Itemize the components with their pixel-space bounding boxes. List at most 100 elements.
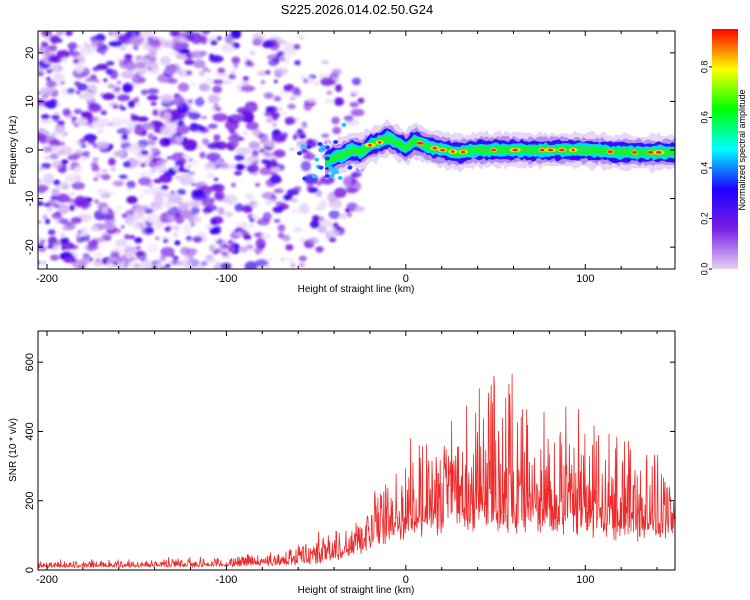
spectrogram-blob: [210, 184, 225, 192]
spectrogram-blob: [119, 106, 127, 111]
spectrogram-blob: [92, 118, 98, 122]
spectrogram-blob: [162, 127, 171, 135]
spectrogram-blob: [38, 167, 44, 171]
snr-y-tick-label: 200: [24, 492, 36, 510]
ridge-peak: [607, 150, 614, 154]
spectrogram-blob: [248, 141, 261, 150]
snr-x-tick-label: -200: [36, 574, 58, 586]
spectrogram-blob: [185, 199, 192, 204]
spectrogram-blob: [317, 219, 332, 228]
spectrogram-blob: [42, 214, 48, 220]
colorbar-ticks: 0.0 0.2 0.4 0.6 0.8: [699, 61, 712, 275]
spectrogram-blob: [135, 251, 145, 257]
spectrogram-blob: [213, 134, 221, 141]
snr-x-label: Height of straight line (km): [298, 585, 415, 596]
spectrogram-blob: [265, 200, 271, 206]
spectrogram-blob: [328, 210, 341, 220]
spectrogram-blob: [185, 70, 193, 76]
spectrogram-blob: [38, 132, 47, 142]
snr-frame: [37, 330, 676, 571]
spectrogram-blob: [199, 151, 206, 159]
spectrogram-blob: [126, 218, 140, 228]
spectrogram-blob: [188, 99, 193, 103]
spectrogram-blob: [332, 126, 342, 135]
spectrogram-blob: [271, 158, 278, 163]
spectrogram-blob: [335, 227, 341, 231]
spectrogram-blob: [223, 194, 238, 206]
spectrogram-blob: [134, 206, 146, 212]
spectrogram-blob: [301, 121, 308, 129]
spectrogram-blob: [307, 237, 319, 244]
spectrogram-blob: [188, 111, 201, 120]
spectrogram-blob: [44, 100, 58, 109]
spectrogram-blob: [176, 124, 190, 135]
spectrogram-blob: [121, 213, 128, 219]
spectrogram-blob: [298, 36, 305, 40]
spectrogram-blob: [76, 83, 88, 92]
spectrogram-blob: [162, 238, 168, 244]
transition-speckle: [331, 170, 337, 175]
spectrogram-blob: [130, 115, 140, 122]
spectrogram-blob: [315, 189, 323, 198]
spectrogram-blob: [194, 97, 205, 107]
colorbar-tick-label: 0.6: [699, 111, 709, 124]
spectrogram-blob: [326, 90, 333, 95]
spectrogram-blob: [112, 260, 119, 266]
spectrogram-blob: [306, 183, 314, 191]
spectrogram-blob: [212, 79, 224, 85]
spectrogram-blob: [201, 31, 211, 35]
spectrogram-blob: [177, 188, 186, 196]
spectrogram-blob: [173, 95, 185, 107]
spectrogram-blob: [324, 99, 335, 104]
spectrogram-blob: [219, 246, 225, 252]
spectrogram-blob: [66, 165, 72, 170]
spectrogram-ridge: [296, 118, 675, 181]
spectrogram-x-tick-label: 0: [403, 273, 409, 285]
spectrogram-blob: [42, 173, 54, 185]
spectrogram-blob: [135, 160, 143, 166]
spectrogram-blob: [135, 123, 142, 131]
spectrogram-blob: [130, 113, 135, 117]
spectrogram-blob: [89, 257, 94, 262]
spectrogram-blob: [60, 141, 66, 146]
spectrogram-blob: [184, 253, 195, 258]
spectrogram-blob: [93, 259, 103, 267]
spectrogram-blob: [242, 79, 249, 87]
spectrogram-blob: [231, 182, 236, 188]
spectrogram-blob: [215, 107, 222, 111]
spectrogram-blob: [269, 199, 277, 203]
spectrogram-blob: [122, 82, 134, 92]
spectrogram-blob: [113, 180, 124, 187]
spectrogram-blob: [179, 42, 190, 49]
spectrogram-blob: [81, 91, 95, 101]
spectrogram-blob: [93, 250, 103, 260]
spectrogram-blob: [130, 33, 136, 37]
spectrogram-blob: [213, 238, 219, 242]
ridge-band: [325, 133, 675, 166]
spectrogram-blob: [343, 115, 354, 122]
spectrogram-blob: [282, 194, 293, 201]
spectrogram-blob: [168, 51, 177, 56]
spectrogram-blob: [172, 232, 179, 238]
spectrogram-blob: [203, 161, 216, 171]
spectrogram-blob: [96, 258, 100, 262]
colorbar-label: Normalized spectral amplitude: [737, 89, 747, 210]
spectrogram-blob: [108, 40, 123, 47]
spectrogram-blob: [293, 44, 301, 50]
spectrogram-y-tick-label: 0: [24, 147, 36, 153]
spectrogram-blob: [59, 146, 73, 156]
spectrogram-blob: [201, 115, 208, 120]
spectrogram-blob: [282, 234, 291, 242]
spectrogram-blob: [273, 188, 284, 194]
spectrogram-blob: [346, 202, 359, 212]
spectrogram-blob: [49, 148, 62, 159]
spectrogram-blob: [147, 139, 156, 146]
spectrogram-blob: [254, 182, 261, 187]
spectrogram-blob: [272, 122, 277, 128]
spectrogram-blob: [41, 48, 47, 52]
spectrogram-blob: [134, 245, 142, 251]
spectrogram-blob: [279, 40, 287, 44]
spectrogram-blob: [60, 159, 69, 165]
spectrogram-blob: [167, 78, 178, 84]
spectrogram-blob: [318, 200, 328, 209]
